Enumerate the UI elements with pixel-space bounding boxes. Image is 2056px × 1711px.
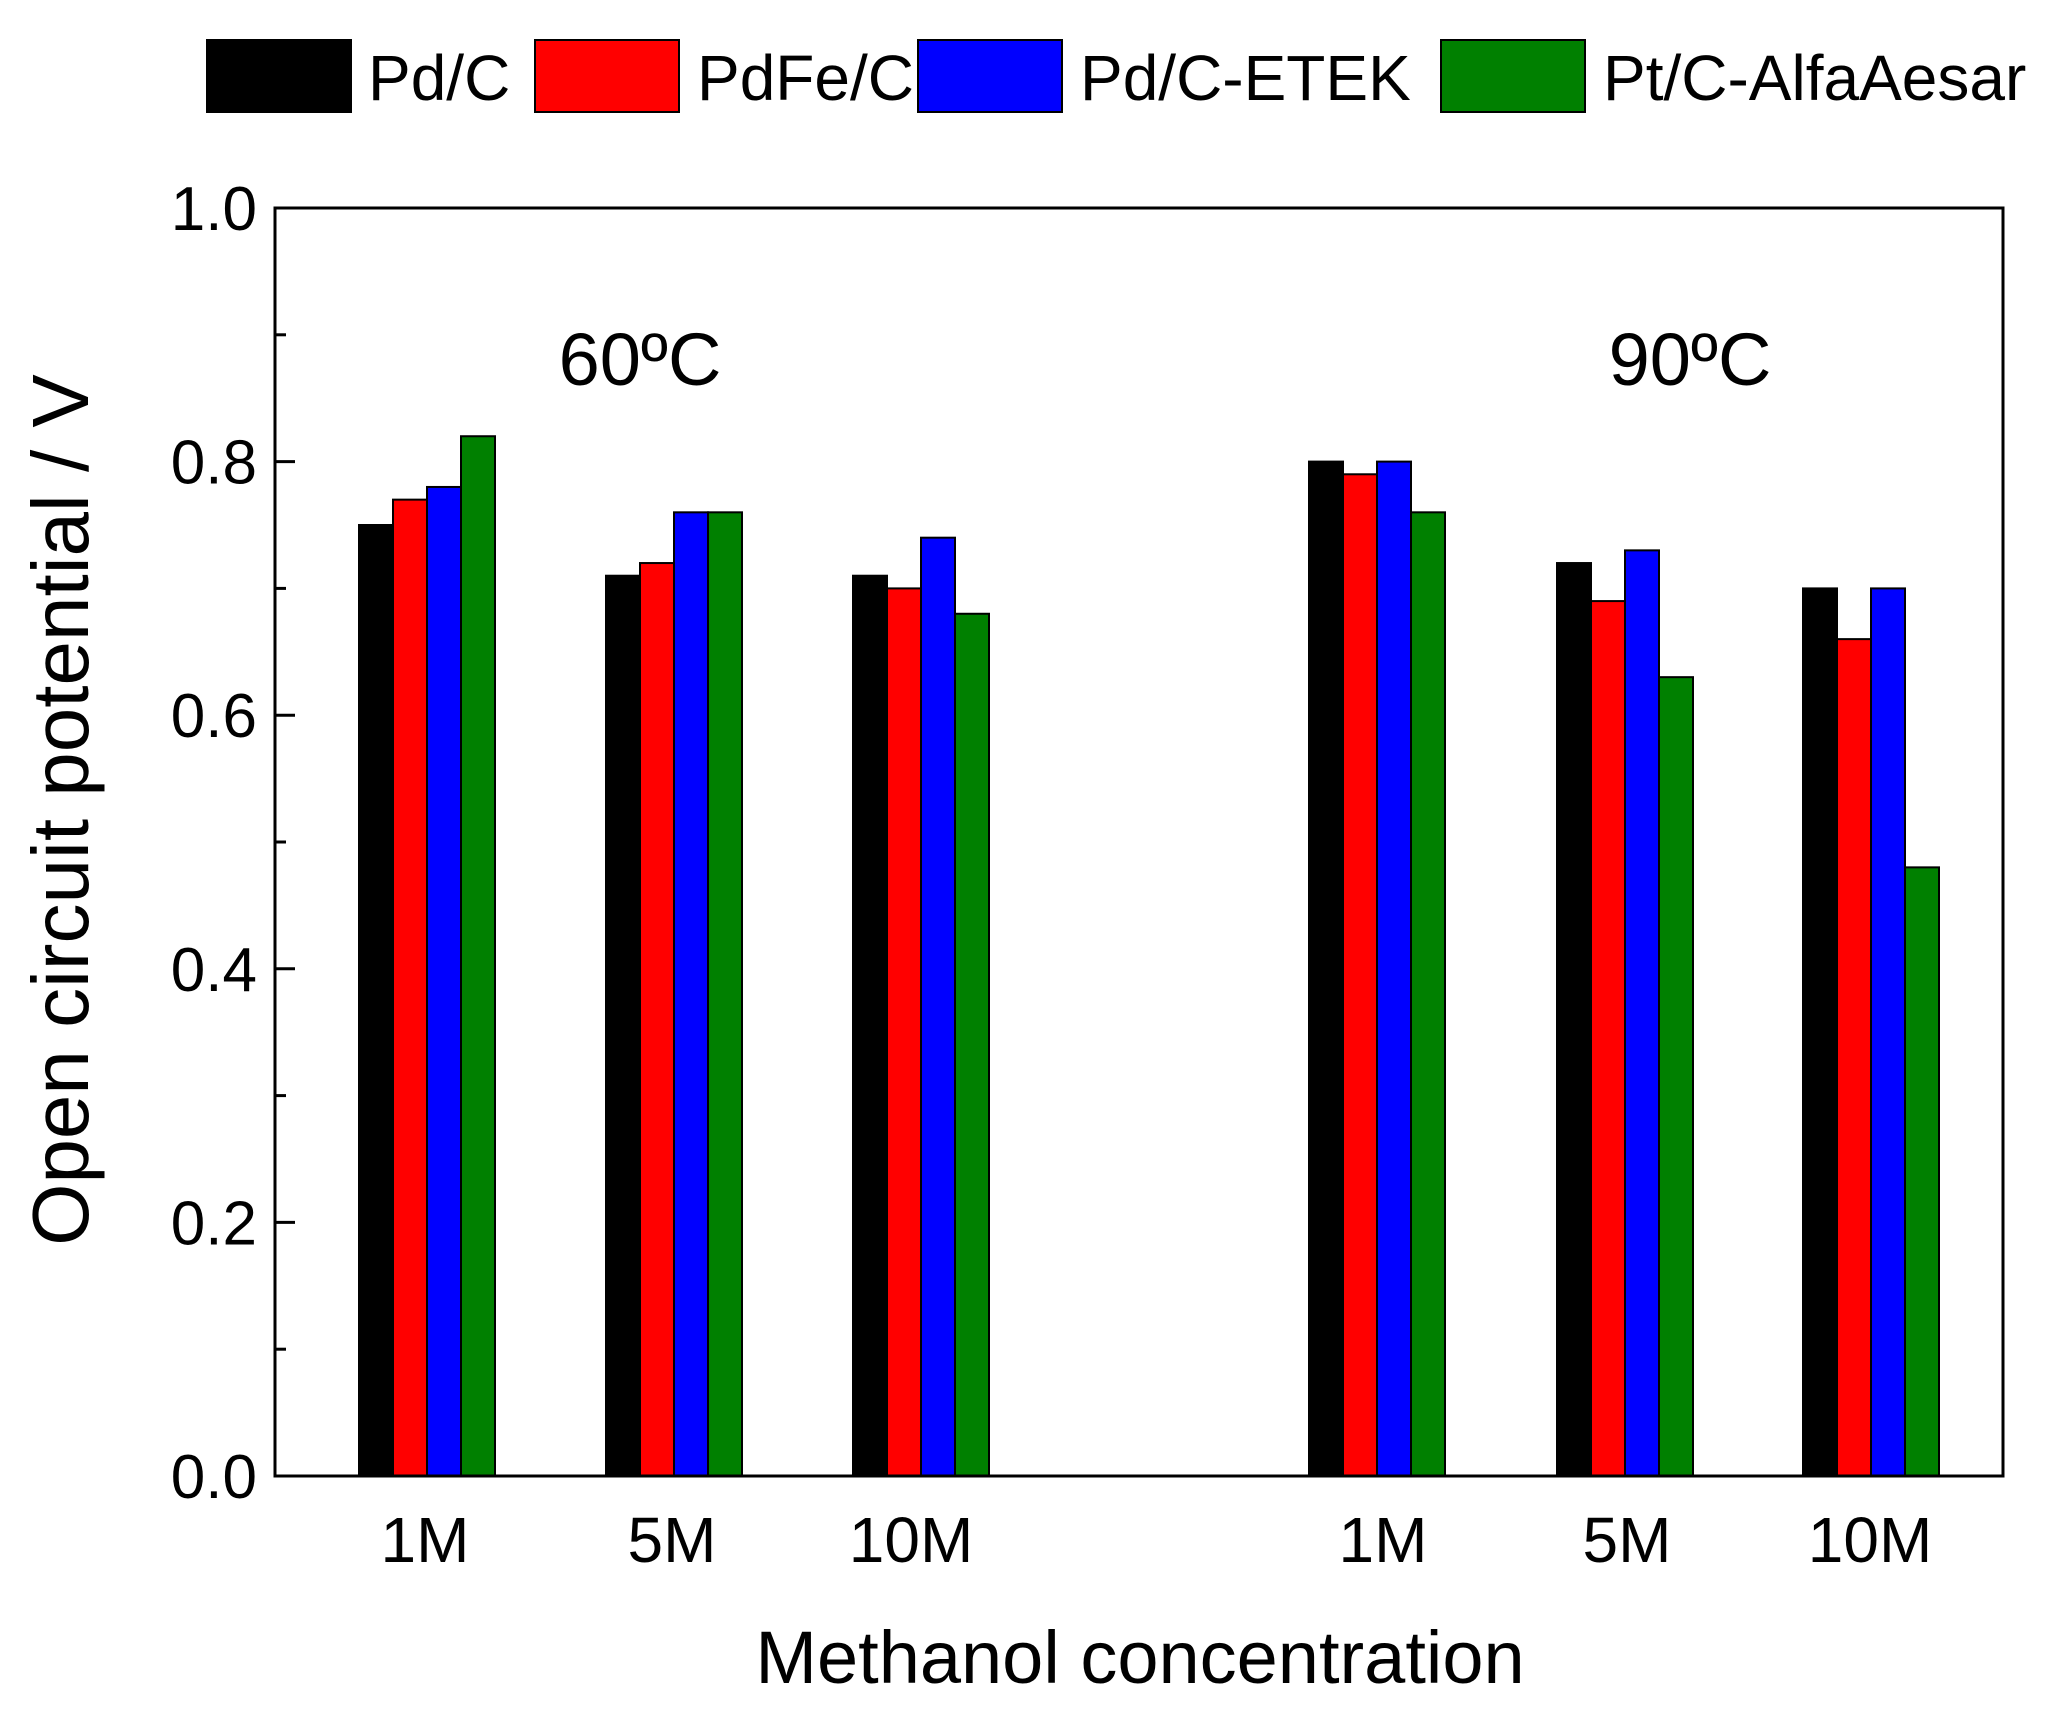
bar-pd-c-3 xyxy=(1308,460,1344,1478)
legend-swatch xyxy=(917,39,1063,113)
legend-label: Pt/C-AlfaAesar xyxy=(1603,42,2026,114)
legend: Pd/C PdFe/C Pd/C-ETEK Pt/C-AlfaAesar xyxy=(206,39,2026,114)
legend-swatch xyxy=(1440,39,1586,113)
group-annotation: 60ºC xyxy=(559,318,722,401)
group-annotation: 90ºC xyxy=(1609,318,1772,401)
bar-pd-c-0 xyxy=(358,524,394,1477)
bar-pd-c-etek-1 xyxy=(673,511,709,1477)
legend-swatch xyxy=(534,39,680,113)
bar-pdfe-c-4 xyxy=(1590,600,1626,1477)
bar-pd-c-2 xyxy=(852,574,888,1477)
bar-pd-c-etek-3 xyxy=(1376,460,1412,1478)
y-tick-label: 0.2 xyxy=(171,1189,257,1258)
bar-pd-c-5 xyxy=(1802,587,1838,1477)
axes: 0.0 0.2 0.4 0.6 0.8 1.0 1M 5M 10M 1M 5M 10M 60ºC 90ºC xyxy=(171,175,2005,1576)
bar-pdfe-c-5 xyxy=(1836,638,1872,1477)
legend-label: PdFe/C xyxy=(697,42,914,114)
bar-pt-c-alfaaesar-2 xyxy=(954,612,990,1477)
bar-pt-c-alfaaesar-3 xyxy=(1410,511,1446,1477)
plot-area xyxy=(358,435,1940,1478)
y-axis-label: Open circuit potential / V xyxy=(16,374,105,1246)
bar-pd-c-etek-2 xyxy=(920,536,956,1477)
y-tick-label: 0.8 xyxy=(171,429,257,498)
bar-pt-c-alfaaesar-5 xyxy=(1904,866,1940,1477)
bar-pdfe-c-2 xyxy=(886,587,922,1477)
bar-pt-c-alfaaesar-4 xyxy=(1658,676,1694,1477)
x-tick-label: 10M xyxy=(849,1504,974,1576)
y-tick-label: 1.0 xyxy=(171,175,257,244)
bar-pt-c-alfaaesar-1 xyxy=(707,511,743,1477)
bar-pd-c-etek-5 xyxy=(1870,587,1906,1477)
bar-pd-c-1 xyxy=(605,574,641,1477)
legend-swatch xyxy=(206,39,352,113)
x-tick-label: 1M xyxy=(1339,1504,1428,1576)
bar-pd-c-etek-4 xyxy=(1624,549,1660,1477)
y-tick-label: 0.0 xyxy=(171,1443,257,1512)
x-tick-label: 1M xyxy=(381,1504,470,1576)
legend-label: Pd/C xyxy=(368,42,510,114)
bar-pdfe-c-1 xyxy=(639,562,675,1477)
bar-pd-c-4 xyxy=(1556,562,1592,1477)
x-tick-label: 5M xyxy=(628,1504,717,1576)
bar-pd-c-etek-0 xyxy=(426,485,462,1477)
x-tick-label: 5M xyxy=(1583,1504,1672,1576)
x-axis-label: Methanol concentration xyxy=(755,1616,1524,1699)
y-tick-label: 0.6 xyxy=(171,682,257,751)
bar-pdfe-c-3 xyxy=(1342,473,1378,1477)
legend-label: Pd/C-ETEK xyxy=(1080,42,1411,114)
y-tick-label: 0.4 xyxy=(171,936,257,1005)
bar-pdfe-c-0 xyxy=(392,498,428,1477)
x-tick-label: 10M xyxy=(1808,1504,1933,1576)
bar-pt-c-alfaaesar-0 xyxy=(460,435,496,1477)
